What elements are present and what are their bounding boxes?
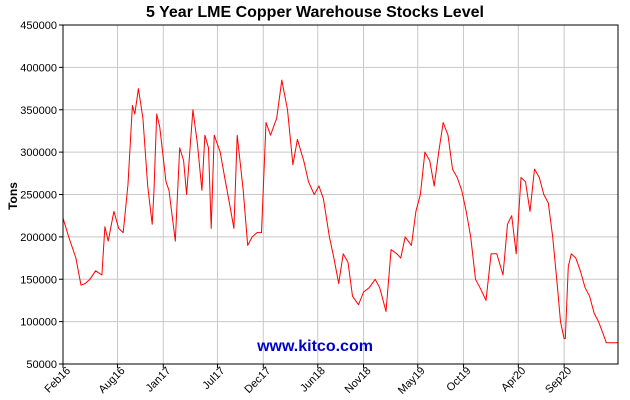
y-tick-label: 400000 [20,62,57,74]
y-tick-label: 350000 [20,105,57,117]
y-tick-label: 100000 [20,317,57,329]
y-tick-label: 50000 [26,359,57,371]
series-line [62,79,618,344]
watermark-text: www.kitco.com [256,338,373,355]
y-tick-label: 450000 [20,20,57,32]
y-axis-ticks: 50000 100000 150000 200000 250000 300000 35000… [20,20,63,371]
y-tick-label: 250000 [20,190,57,202]
y-axis-label: Tons [6,182,20,210]
y-tick-label: 200000 [20,232,57,244]
y-tick-label: 150000 [20,274,57,286]
y-tick-label: 300000 [20,147,57,159]
series-layer [62,79,618,344]
chart-title: 5 Year LME Copper Warehouse Stocks Level [146,4,484,21]
